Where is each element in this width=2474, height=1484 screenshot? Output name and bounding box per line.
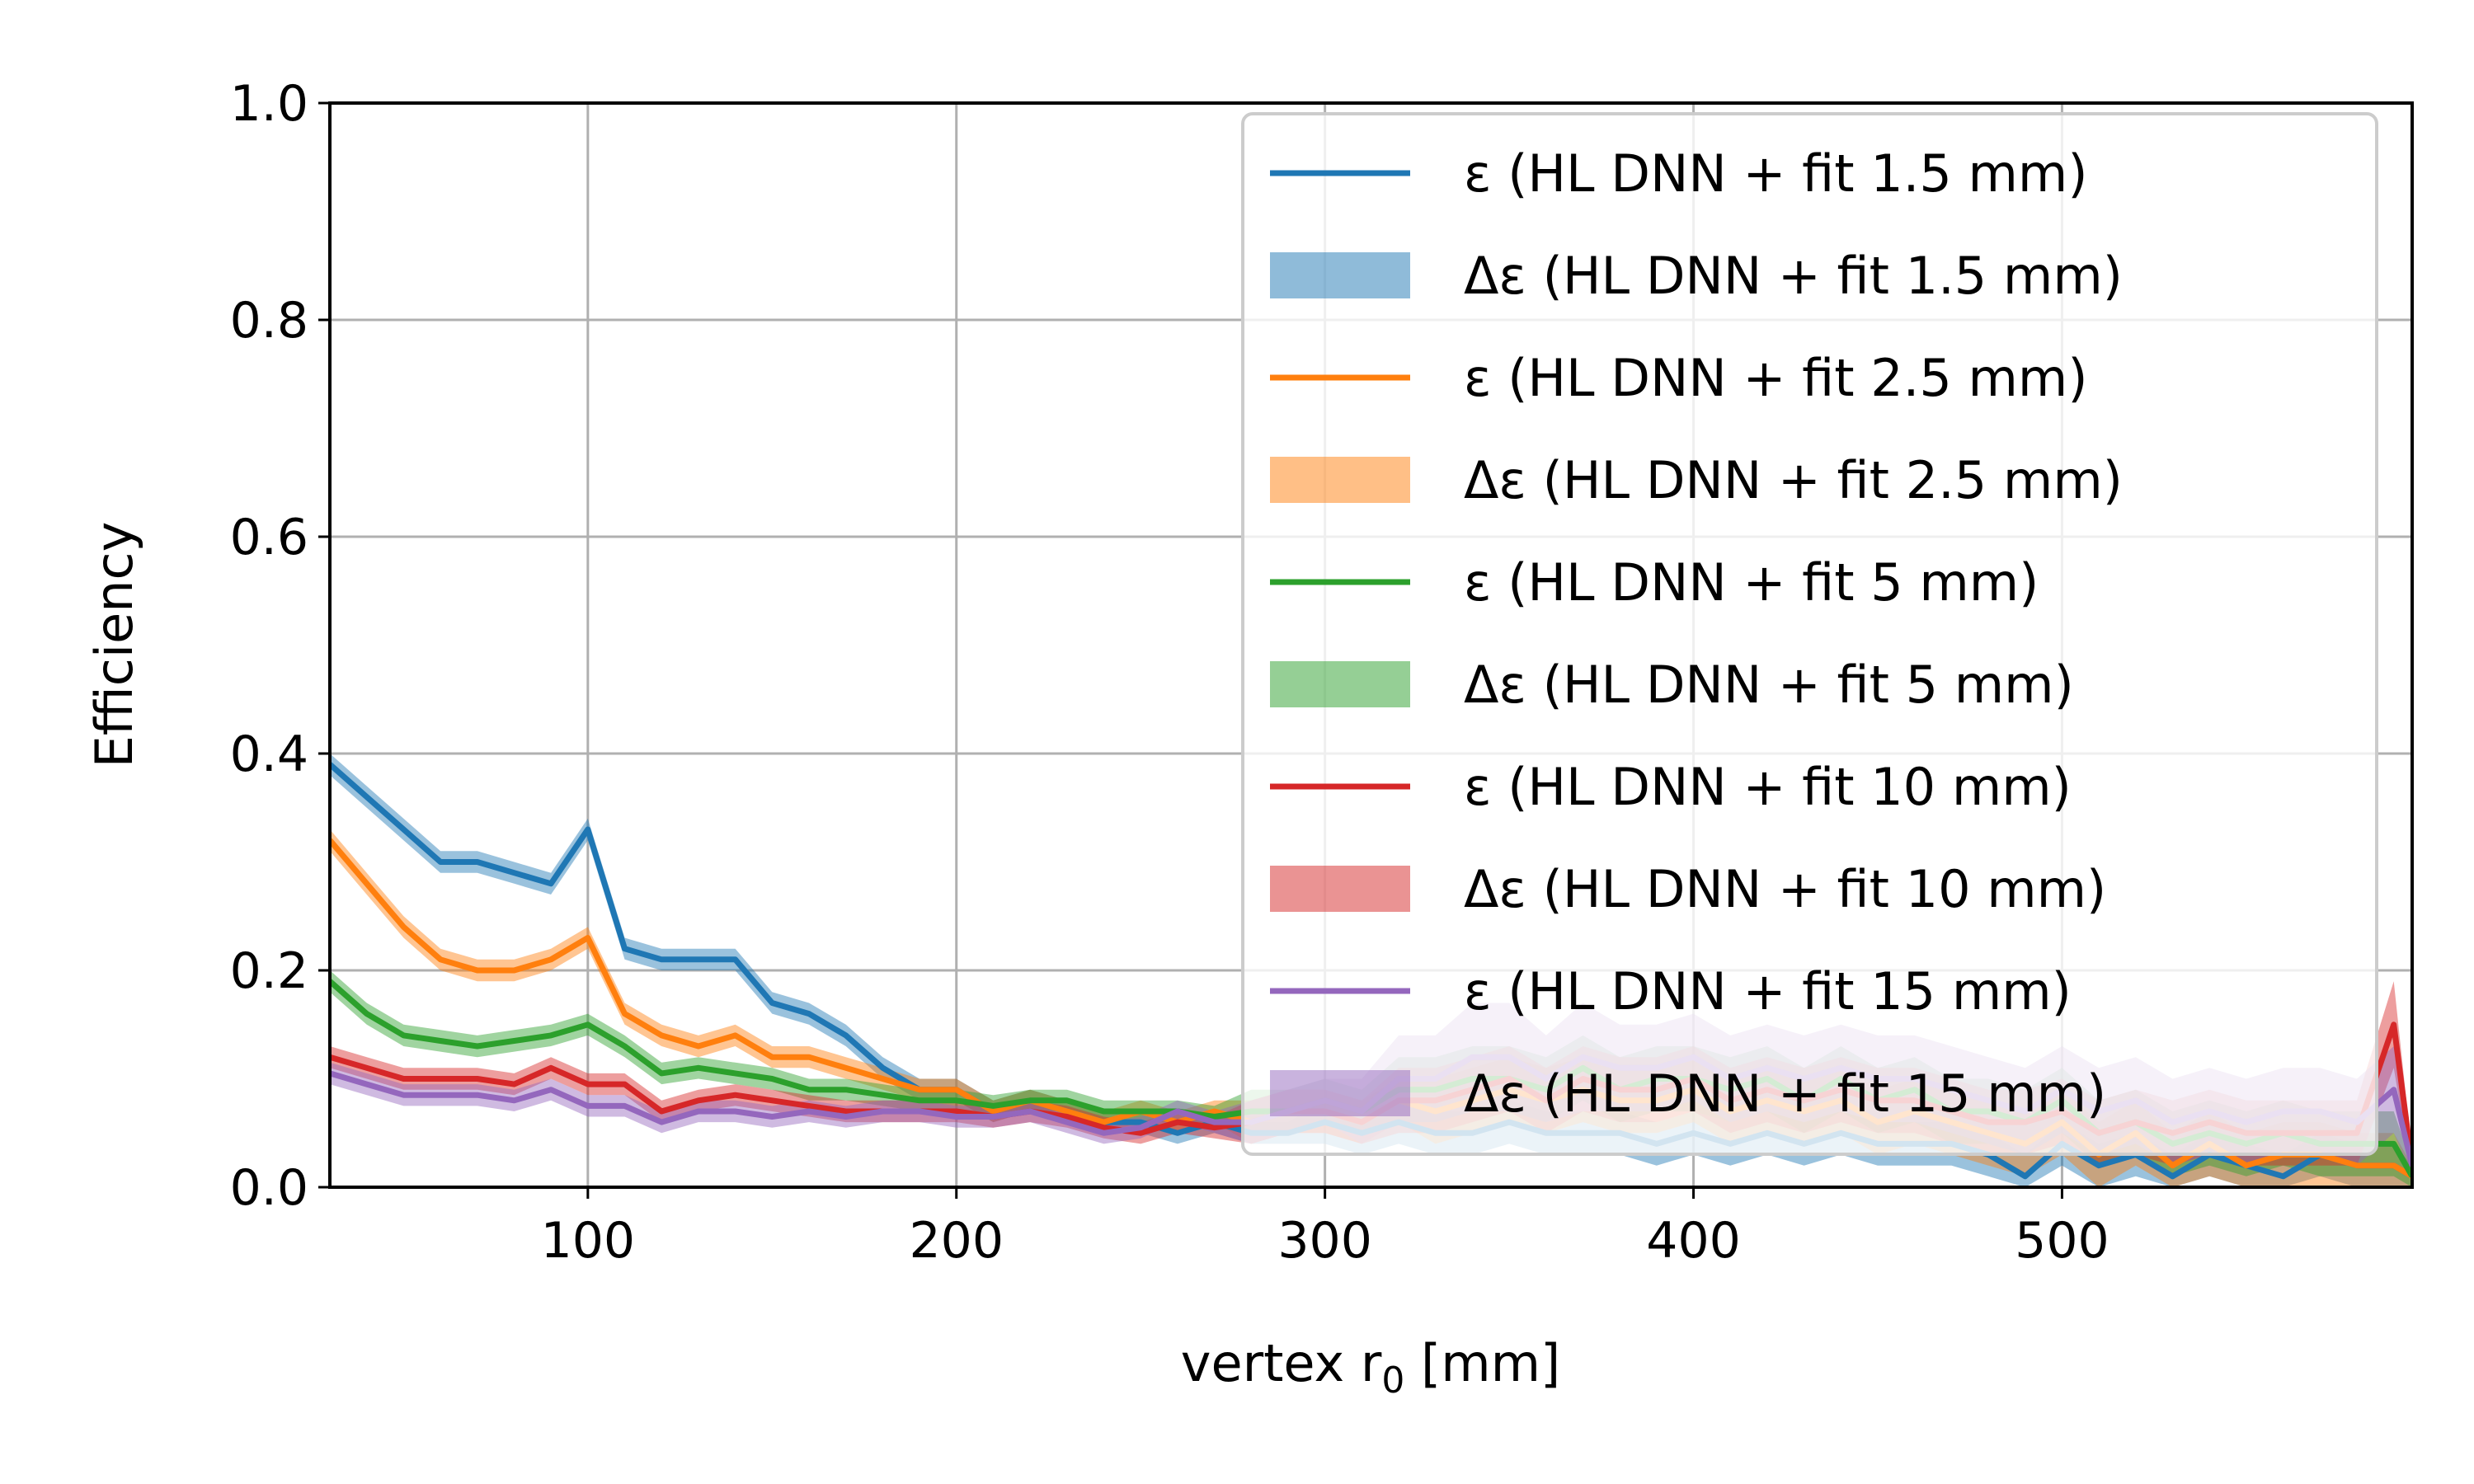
legend-label-band-1: Δε (HL DNN + fit 2.5 mm) xyxy=(1464,450,2123,510)
legend-label-line-3: ε (HL DNN + fit 10 mm) xyxy=(1464,757,2072,817)
x-tick-label: 500 xyxy=(2015,1212,2109,1270)
x-tick-label: 400 xyxy=(1646,1212,1741,1270)
legend-label-band-0: Δε (HL DNN + fit 1.5 mm) xyxy=(1464,246,2123,306)
y-axis-label: Efficiency xyxy=(84,522,144,768)
legend-band-handle-4 xyxy=(1270,1070,1410,1116)
legend-band-handle-0 xyxy=(1270,252,1410,298)
legend-entries: ε (HL DNN + fit 1.5 mm) Δε (HL DNN + fit … xyxy=(1270,143,2123,1124)
y-tick-label: 0.0 xyxy=(230,1159,308,1217)
legend-frame xyxy=(1241,112,2378,1156)
x-axis-label: vertex r0 [mm] xyxy=(1181,1333,1560,1402)
x-axis-label-unit: [mm] xyxy=(1404,1333,1560,1393)
y-tick-label: 0.4 xyxy=(230,726,308,783)
legend-label-line-1: ε (HL DNN + fit 2.5 mm) xyxy=(1464,348,2088,408)
y-tick-label: 1.0 xyxy=(230,75,308,133)
legend-label-band-4: Δε (HL DNN + fit 15 mm) xyxy=(1464,1064,2106,1124)
x-tick-label: 200 xyxy=(909,1212,1004,1270)
x-axis-label-subscript: 0 xyxy=(1381,1360,1404,1402)
legend-label-band-2: Δε (HL DNN + fit 5 mm) xyxy=(1464,655,2074,715)
x-axis-label-main: vertex r xyxy=(1181,1333,1382,1393)
axes-frame xyxy=(328,101,2414,1189)
legend-label-band-3: Δε (HL DNN + fit 10 mm) xyxy=(1464,859,2106,919)
legend-label-line-4: ε (HL DNN + fit 15 mm) xyxy=(1464,961,2072,1021)
y-tick-label: 0.6 xyxy=(230,509,308,566)
legend-label-line-2: ε (HL DNN + fit 5 mm) xyxy=(1464,552,2039,613)
legend-band-handle-3 xyxy=(1270,866,1410,912)
x-tick-label: 100 xyxy=(541,1212,636,1270)
error-band-2 xyxy=(330,970,2412,1187)
legend-band-handle-2 xyxy=(1270,661,1410,707)
y-tick-label: 0.2 xyxy=(230,942,308,1000)
legend-label-line-0: ε (HL DNN + fit 1.5 mm) xyxy=(1464,143,2088,204)
legend: ε (HL DNN + fit 1.5 mm) Δε (HL DNN + fit … xyxy=(1241,112,2378,1156)
x-tick-label: 300 xyxy=(1277,1212,1372,1270)
y-tick-label: 0.8 xyxy=(230,292,308,350)
ticks: 100 200 300 400 500 0.0 0.2 0.4 0.6 0.8 1.0 xyxy=(230,75,2109,1270)
legend-band-handle-1 xyxy=(1270,457,1410,503)
